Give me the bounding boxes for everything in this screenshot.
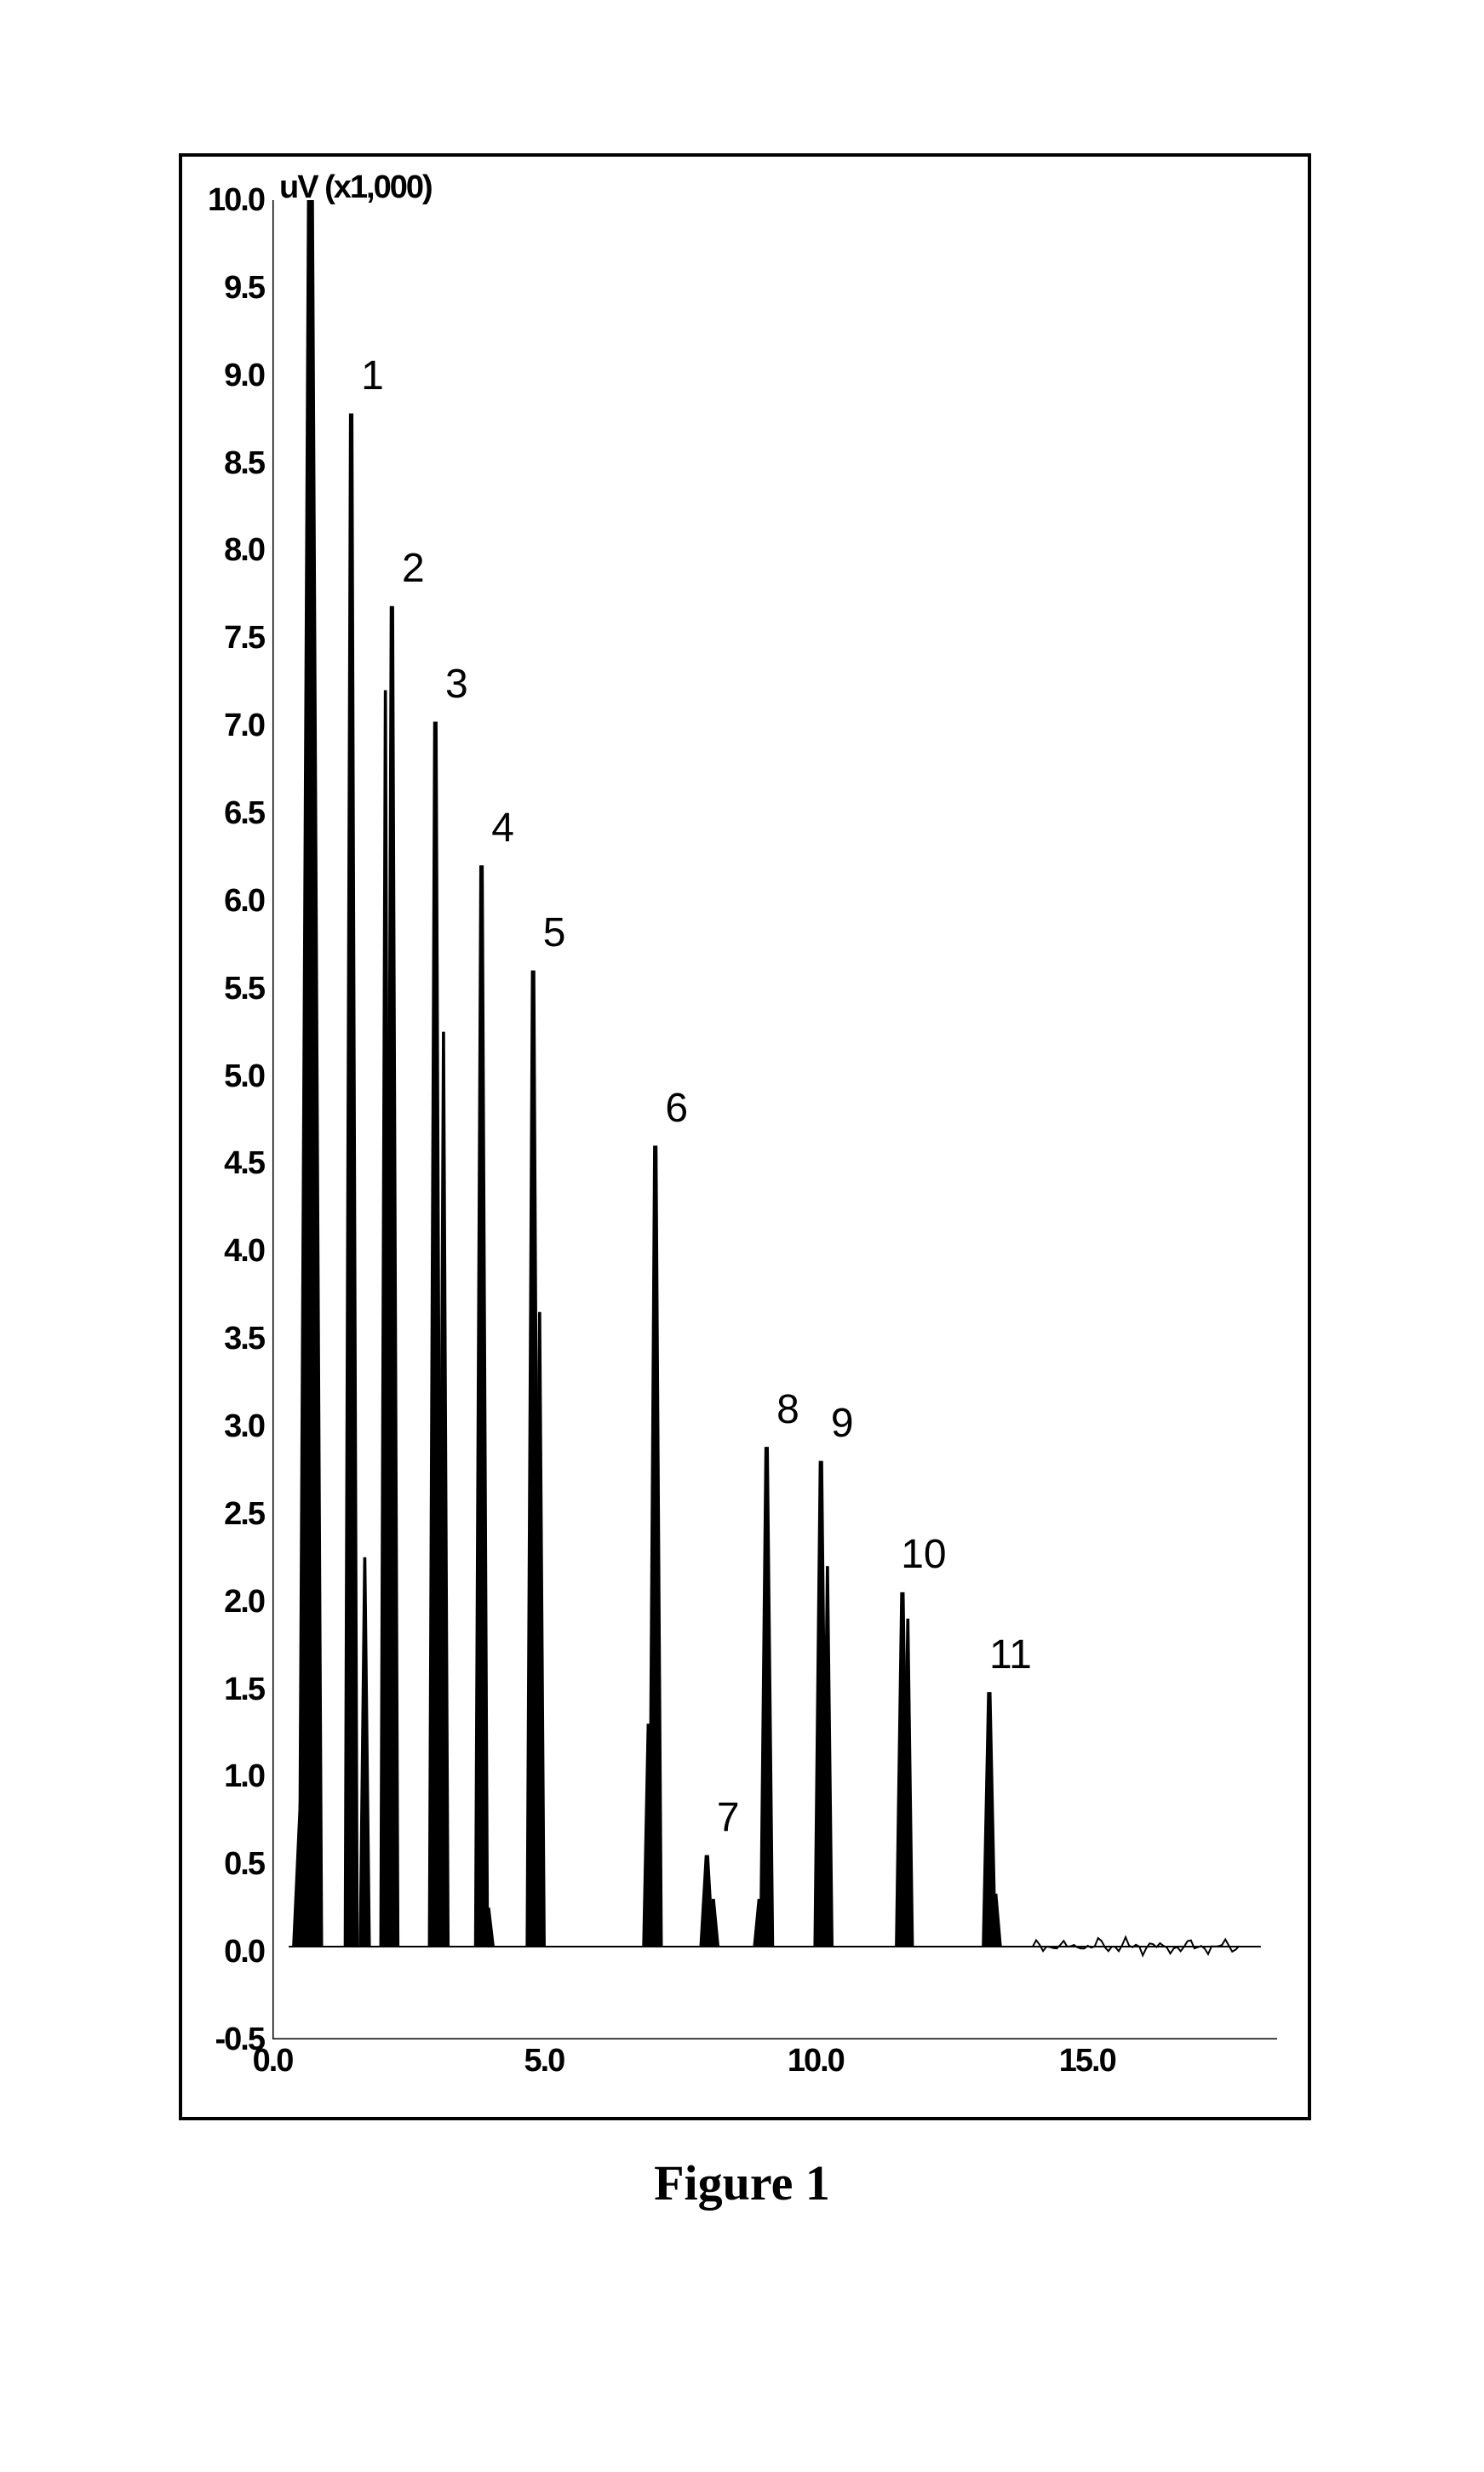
y-tick-label: 4.5 xyxy=(187,1147,264,1179)
x-tick-label: 15.0 xyxy=(1036,2045,1138,2077)
x-tick-label: 10.0 xyxy=(765,2045,867,2077)
y-tick-label: 3.0 xyxy=(187,1410,264,1442)
peak-label: 10 xyxy=(885,1534,962,1575)
peak-label: 1 xyxy=(334,356,410,397)
y-tick-label: 4.0 xyxy=(187,1235,264,1267)
y-tick-label: 8.5 xyxy=(187,447,264,479)
x-tick-label: 0.0 xyxy=(221,2045,324,2077)
peak-label: 11 xyxy=(972,1635,1049,1676)
y-tick-label: 0.0 xyxy=(187,1936,264,1968)
y-tick-label: 1.0 xyxy=(187,1760,264,1792)
y-tick-label: 10.0 xyxy=(187,184,264,216)
y-tick-label: 9.5 xyxy=(187,272,264,304)
page: 10.09.59.08.58.07.57.06.56.05.55.04.54.0… xyxy=(0,0,1484,2472)
y-axis-unit-label: uV (x1,000) xyxy=(279,171,432,204)
peak-label: 6 xyxy=(639,1088,715,1129)
y-tick-label: 8.0 xyxy=(187,534,264,566)
y-tick-label: 1.5 xyxy=(187,1673,264,1706)
chromatogram-plot xyxy=(272,200,1277,2039)
y-axis-unit-text: uV (x1,000) xyxy=(279,169,432,205)
figure-caption: Figure 1 xyxy=(0,2154,1484,2211)
y-tick-label: 9.0 xyxy=(187,359,264,392)
y-tick-label: 5.5 xyxy=(187,972,264,1005)
y-tick-label: 5.0 xyxy=(187,1060,264,1093)
peak-label: 5 xyxy=(516,913,593,954)
y-tick-label: 3.5 xyxy=(187,1322,264,1355)
peak-label: 3 xyxy=(418,664,495,705)
y-tick-label: 0.5 xyxy=(187,1848,264,1880)
y-tick-label: 7.0 xyxy=(187,709,264,742)
y-tick-label: 6.5 xyxy=(187,797,264,829)
peak-label: 2 xyxy=(375,548,451,589)
x-tick-label: 5.0 xyxy=(493,2045,595,2077)
y-tick-label: 2.5 xyxy=(187,1498,264,1530)
figure-caption-text: Figure 1 xyxy=(654,2155,830,2211)
chromatogram-svg xyxy=(272,200,1277,2039)
y-tick-label: 7.5 xyxy=(187,622,264,654)
peak-label: 4 xyxy=(465,808,541,849)
peak-label: 7 xyxy=(690,1798,766,1838)
y-tick-label: 2.0 xyxy=(187,1586,264,1618)
peak-label: 9 xyxy=(804,1403,880,1444)
y-tick-label: 6.0 xyxy=(187,885,264,917)
